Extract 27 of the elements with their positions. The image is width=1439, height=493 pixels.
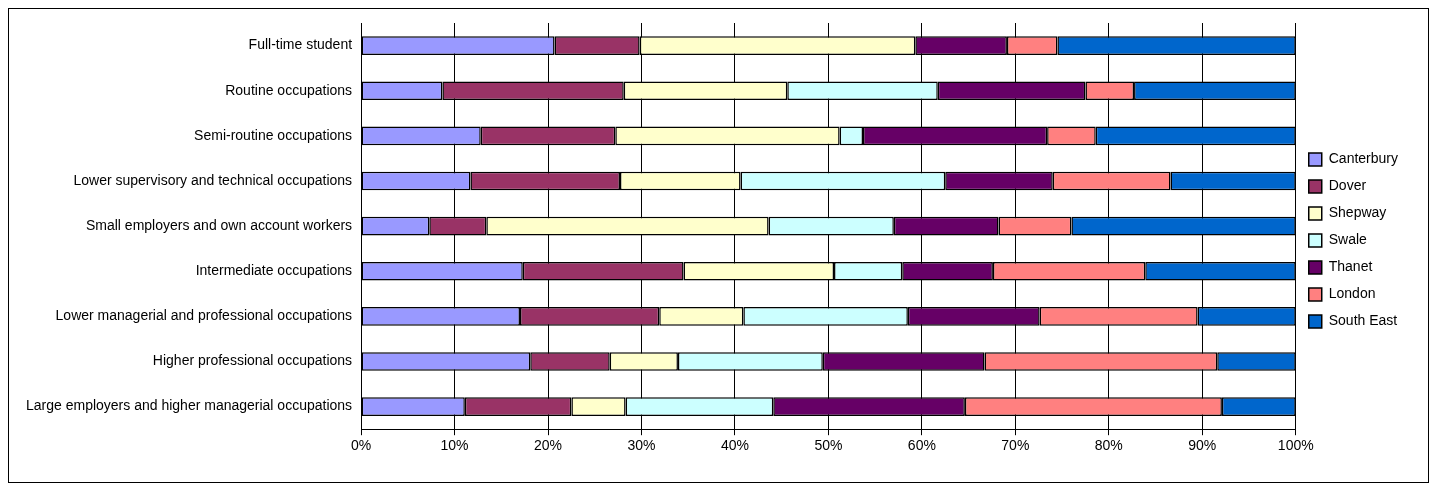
x-tick-label: 70%: [1001, 437, 1030, 454]
y-tick-label: Full-time student: [248, 36, 353, 53]
y-tick-label: Lower managerial and professional occupations: [55, 307, 353, 324]
x-tick-label: 80%: [1094, 437, 1123, 454]
x-tick-label: 50%: [814, 437, 843, 454]
y-tick-label: Semi-routine occupations: [194, 126, 353, 143]
x-tick-label: 30%: [627, 437, 656, 454]
x-tick-label: 90%: [1188, 437, 1217, 454]
x-tick-label: 40%: [720, 437, 749, 454]
y-tick-label: Lower supervisory and technical occupations: [73, 171, 353, 188]
x-tick-label: 20%: [534, 437, 563, 454]
legend-label: Canterbury: [1328, 150, 1399, 167]
legend-label: Swale: [1328, 231, 1368, 248]
y-tick-label: Higher professional occupations: [152, 352, 353, 369]
x-tick-label: 100%: [1277, 437, 1314, 454]
y-tick-label: Routine occupations: [225, 81, 353, 98]
legend-label: Shepway: [1328, 204, 1387, 221]
y-tick-label: Intermediate occupations: [195, 262, 353, 279]
legend-label: South East: [1328, 312, 1398, 329]
x-tick-label: 60%: [907, 437, 936, 454]
y-tick-label: Large employers and higher managerial occupations: [25, 397, 353, 414]
legend-label: London: [1328, 285, 1376, 302]
x-tick-label: 10%: [440, 437, 469, 454]
legend-label: Thanet: [1328, 258, 1373, 275]
legend-label: Dover: [1328, 177, 1367, 194]
y-tick-label: Small employers and own account workers: [85, 216, 353, 233]
x-tick-label: 0%: [350, 437, 372, 454]
